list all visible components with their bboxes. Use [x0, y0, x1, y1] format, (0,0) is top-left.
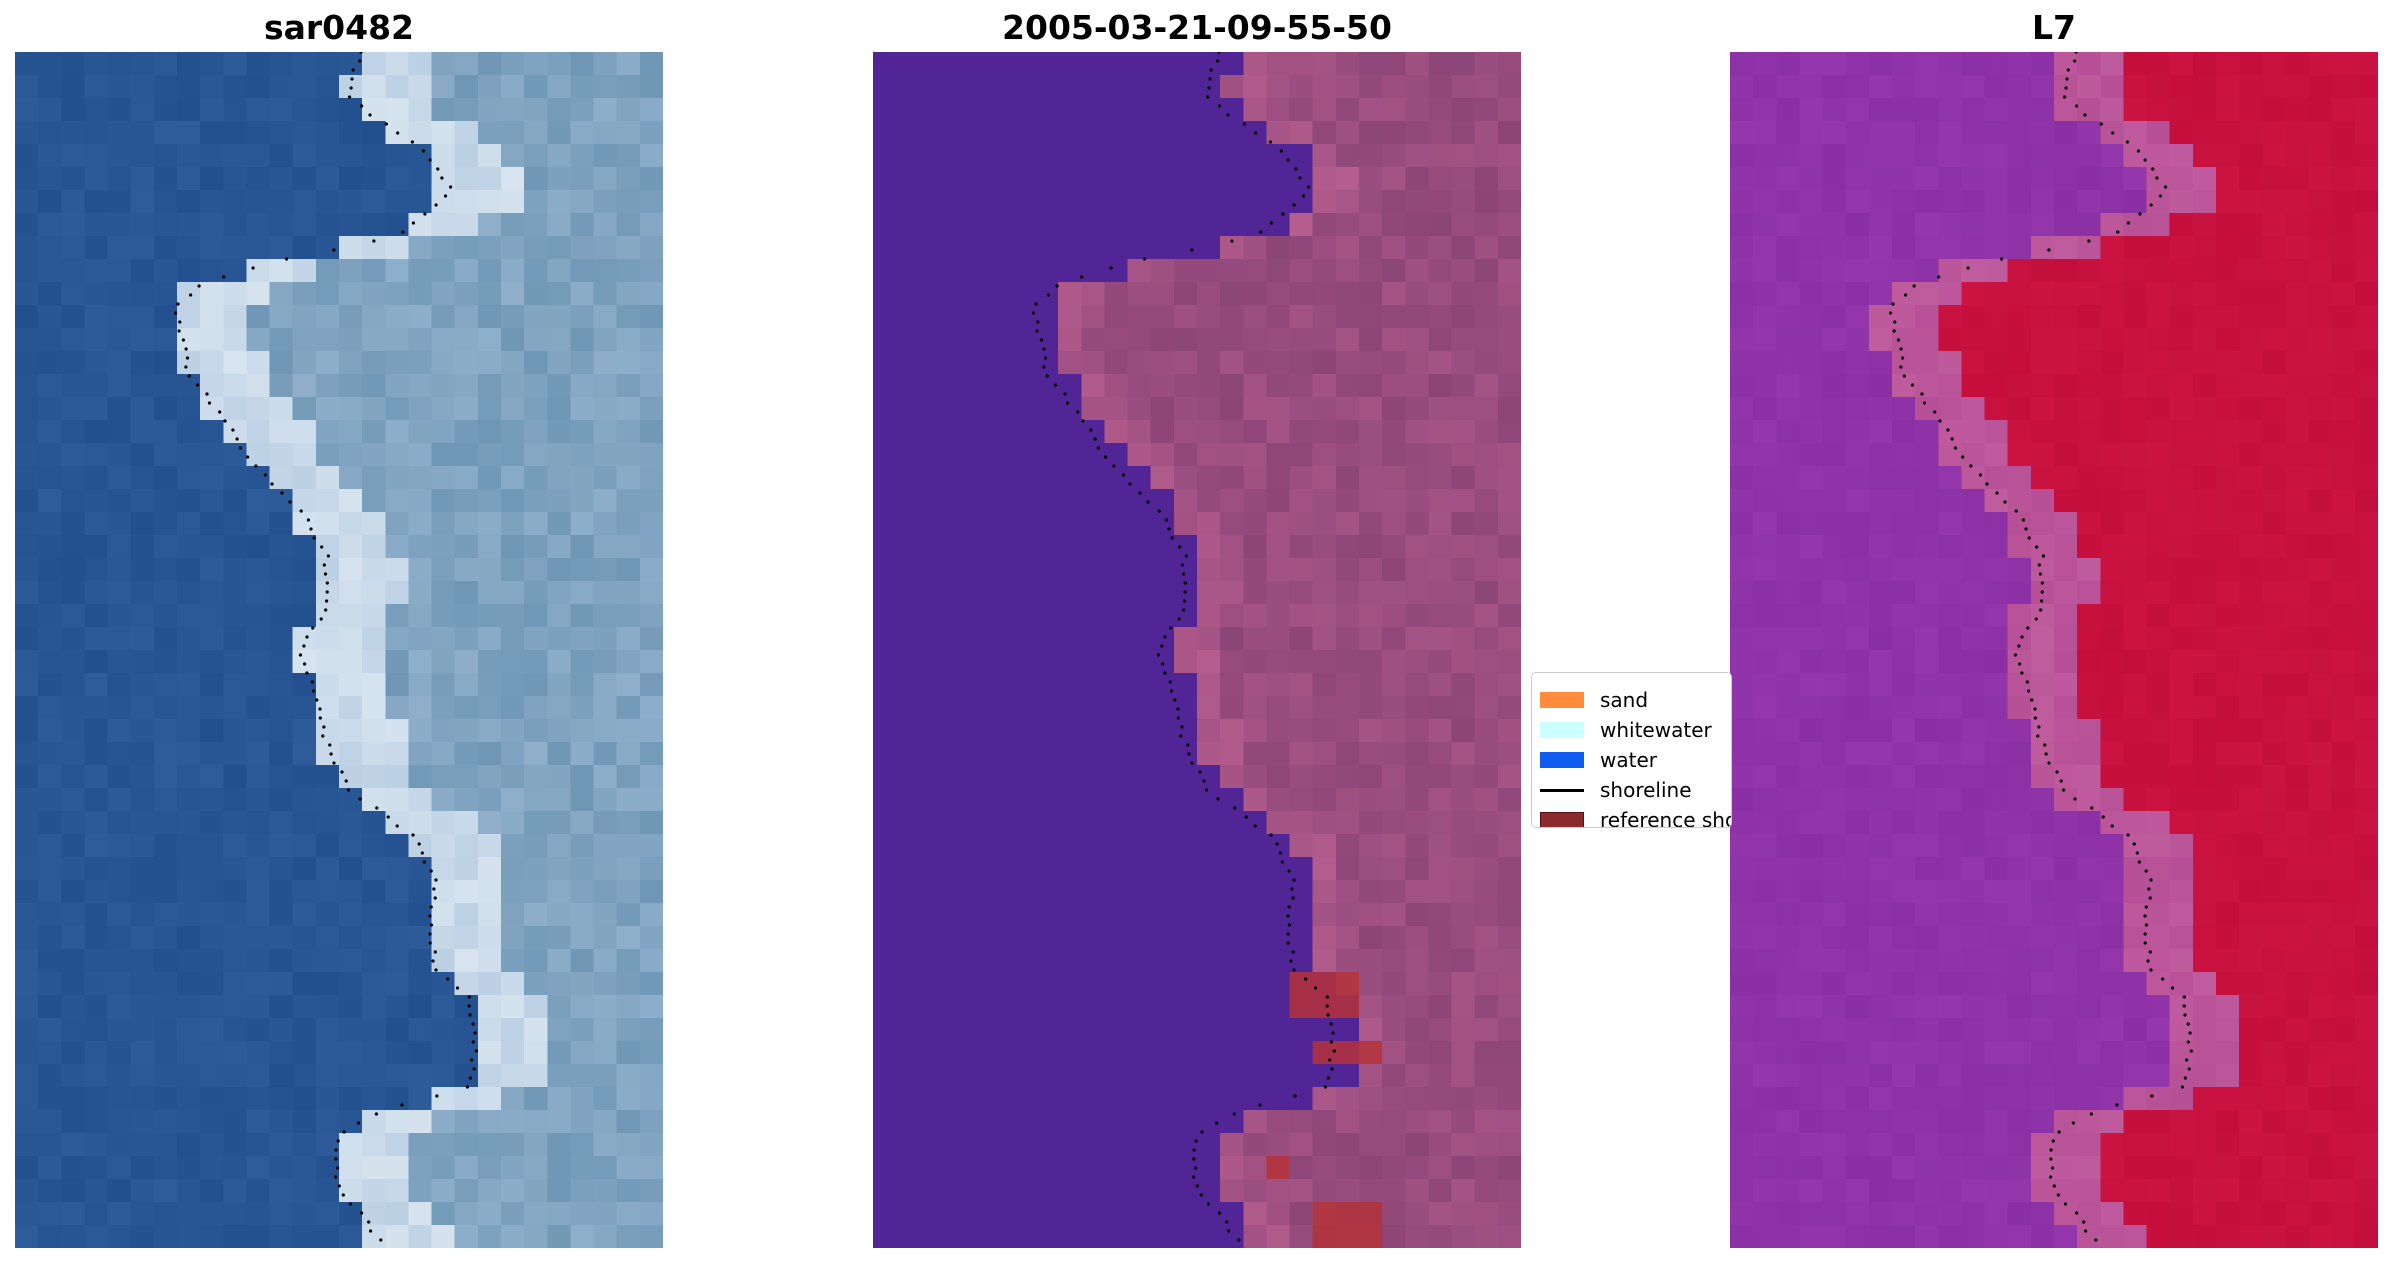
legend-item-water: water [1540, 747, 1657, 773]
panel-title-right: L7 [2032, 8, 2076, 47]
legend-item-shoreline: shoreline [1540, 777, 1692, 803]
legend-label-whitewater: whitewater [1600, 718, 1712, 742]
rgb-raster [15, 52, 663, 1248]
classified-pixels [873, 52, 1521, 1248]
legend-item-sand: sand [1540, 687, 1648, 713]
legend-label-sand: sand [1600, 688, 1649, 712]
index-image-panel [1730, 52, 2378, 1248]
index-raster [1730, 52, 2378, 1248]
water-swatch [1540, 752, 1584, 768]
legend-label-water: water [1600, 748, 1657, 772]
sand-swatch [1540, 692, 1584, 708]
panel-title-left: sar0482 [263, 8, 415, 47]
reference-shoreline-pixel [1289, 972, 1359, 1018]
whitewater-swatch [1540, 722, 1584, 738]
classified-image-panel [873, 52, 1521, 1248]
legend-label-reference-shoreline: reference shoreline [1600, 808, 1731, 828]
reference-shoreline-swatch [1540, 812, 1584, 827]
shoreline-dots [1031, 52, 1336, 1242]
shoreline-dots [173, 52, 478, 1242]
index-pixels [1730, 52, 2378, 1248]
shoreline-dots [1888, 52, 2193, 1242]
reference-shoreline-pixel [1312, 1041, 1383, 1064]
legend: sand whitewater water shoreline referenc… [1531, 672, 1732, 828]
legend-label-shoreline: shoreline [1600, 778, 1692, 802]
legend-item-whitewater: whitewater [1540, 717, 1712, 743]
rgb-pixels [15, 52, 663, 1248]
shoreline-line [1540, 788, 1584, 792]
reference-shoreline-pixel [1312, 1202, 1383, 1248]
panel-title-middle: 2005-03-21-09-55-50 [1002, 8, 1392, 47]
reference-shoreline-pixel [1266, 1156, 1290, 1179]
rgb-image-panel [15, 52, 663, 1248]
classified-raster [873, 52, 1521, 1248]
legend-item-reference-shoreline: reference shoreline [1540, 807, 1731, 828]
